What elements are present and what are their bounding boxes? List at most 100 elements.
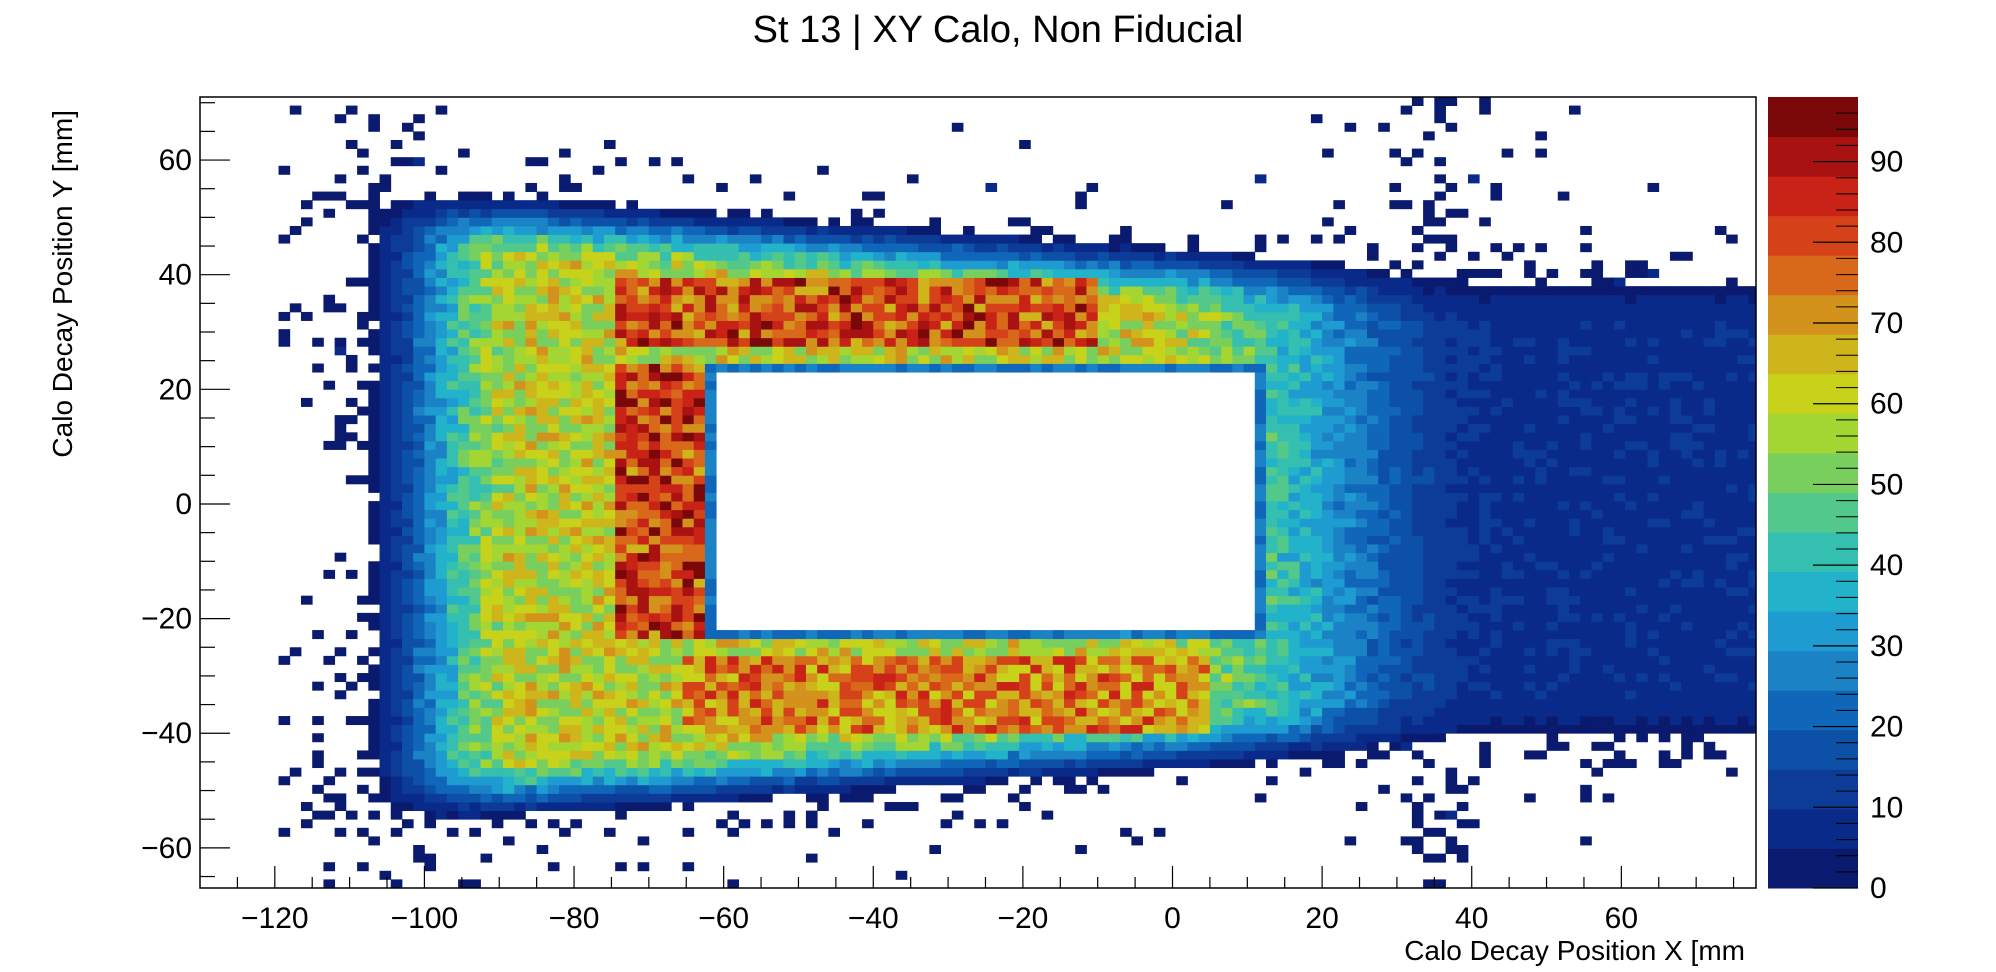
heatmap-bin [951, 320, 964, 330]
heatmap-bin [491, 724, 504, 734]
heatmap-bin [615, 329, 627, 339]
heatmap-bin [480, 509, 493, 519]
heatmap-bin [862, 690, 874, 700]
heatmap-bin [1411, 225, 1424, 235]
heatmap-bin [671, 483, 683, 493]
heatmap-bin [1344, 346, 1357, 356]
heatmap-bin [1378, 681, 1390, 691]
heatmap-bin [525, 208, 538, 218]
heatmap-bin [1378, 380, 1390, 390]
heatmap-bin [525, 372, 538, 382]
heatmap-bin [1288, 483, 1301, 493]
heatmap-bin [581, 277, 594, 287]
heatmap-bin [873, 784, 885, 794]
heatmap-bin [525, 225, 538, 235]
heatmap-bin [1288, 673, 1301, 683]
heatmap-bin [480, 260, 493, 270]
heatmap-bin [839, 243, 852, 253]
heatmap-bin [603, 139, 616, 149]
heatmap-bin [996, 329, 1009, 339]
heatmap-bin [424, 191, 437, 201]
heatmap-bin [1333, 707, 1345, 717]
heatmap-bin [817, 707, 829, 717]
heatmap-bin [413, 346, 425, 356]
heatmap-bin [570, 509, 582, 519]
heatmap-bin [570, 243, 582, 253]
heatmap-bin [749, 690, 762, 700]
heatmap-bin [603, 475, 616, 485]
heatmap-bin [682, 621, 695, 631]
heatmap-bin [682, 595, 695, 605]
heatmap-bin [592, 165, 605, 175]
heatmap-bin [1299, 286, 1312, 296]
heatmap-bin [1367, 492, 1379, 502]
heatmap-bin [839, 784, 852, 794]
heatmap-bin [1288, 681, 1301, 691]
heatmap-bin [1367, 707, 1379, 717]
heatmap-bin [985, 681, 998, 691]
heatmap-bin [446, 363, 459, 373]
heatmap-bin [469, 191, 481, 201]
heatmap-bin [637, 260, 650, 270]
heatmap-bin [1243, 716, 1256, 726]
heatmap-bin [1254, 397, 1267, 407]
heatmap-bin [805, 243, 818, 253]
heatmap-bin [458, 776, 470, 786]
heatmap-bin [525, 724, 538, 734]
heatmap-bin [738, 741, 751, 751]
heatmap-bin [1277, 294, 1289, 304]
heatmap-bin [1254, 578, 1267, 588]
heatmap-bin [1288, 690, 1301, 700]
heatmap-bin [1221, 329, 1233, 339]
heatmap-bin [424, 862, 437, 872]
heatmap-bin [940, 294, 953, 304]
heatmap-bin [895, 329, 908, 339]
heatmap-bin [1232, 251, 1244, 261]
heatmap-bin [289, 225, 302, 235]
heatmap-bin [1176, 698, 1188, 708]
heatmap-bin [368, 286, 380, 296]
heatmap-bin [603, 458, 616, 468]
heatmap-bin [794, 329, 807, 339]
heatmap-bin [727, 277, 740, 287]
heatmap-bin [974, 320, 986, 330]
heatmap-bin [559, 406, 571, 416]
heatmap-bin [1333, 578, 1345, 588]
heatmap-bin [963, 234, 975, 244]
heatmap-bin [1378, 509, 1390, 519]
heatmap-bin [581, 329, 594, 339]
heatmap-bin [1187, 294, 1200, 304]
heatmap-bin [615, 406, 627, 416]
heatmap-bin [906, 724, 919, 734]
heatmap-bin [929, 655, 941, 665]
heatmap-bin [693, 750, 706, 760]
heatmap-bin [1243, 286, 1256, 296]
heatmap-bin [1243, 268, 1256, 278]
heatmap-bin [805, 767, 818, 777]
heatmap-bin [547, 612, 560, 622]
heatmap-bin [424, 432, 437, 442]
heatmap-bin [1131, 836, 1143, 846]
heatmap-bin [514, 277, 526, 287]
heatmap-bin [794, 647, 807, 657]
heatmap-bin [1378, 724, 1390, 734]
heatmap-bin [603, 698, 616, 708]
heatmap-bin [1400, 346, 1413, 356]
heatmap-bin [1266, 612, 1278, 622]
heatmap-bin [357, 716, 369, 726]
heatmap-bin [458, 561, 470, 571]
heatmap-bin [368, 612, 380, 622]
heatmap-bin [1322, 320, 1334, 330]
heatmap-bin [1041, 638, 1054, 648]
heatmap-bin [1299, 372, 1312, 382]
heatmap-bin [559, 681, 571, 691]
heatmap-bin [1277, 535, 1289, 545]
heatmap-bin [626, 208, 639, 218]
heatmap-bin [1176, 673, 1188, 683]
heatmap-bin [660, 509, 672, 519]
heatmap-bin [1108, 630, 1121, 640]
heatmap-bin [592, 569, 605, 579]
heatmap-bin [626, 578, 639, 588]
heatmap-bin [536, 260, 549, 270]
heatmap-bin [1333, 380, 1345, 390]
